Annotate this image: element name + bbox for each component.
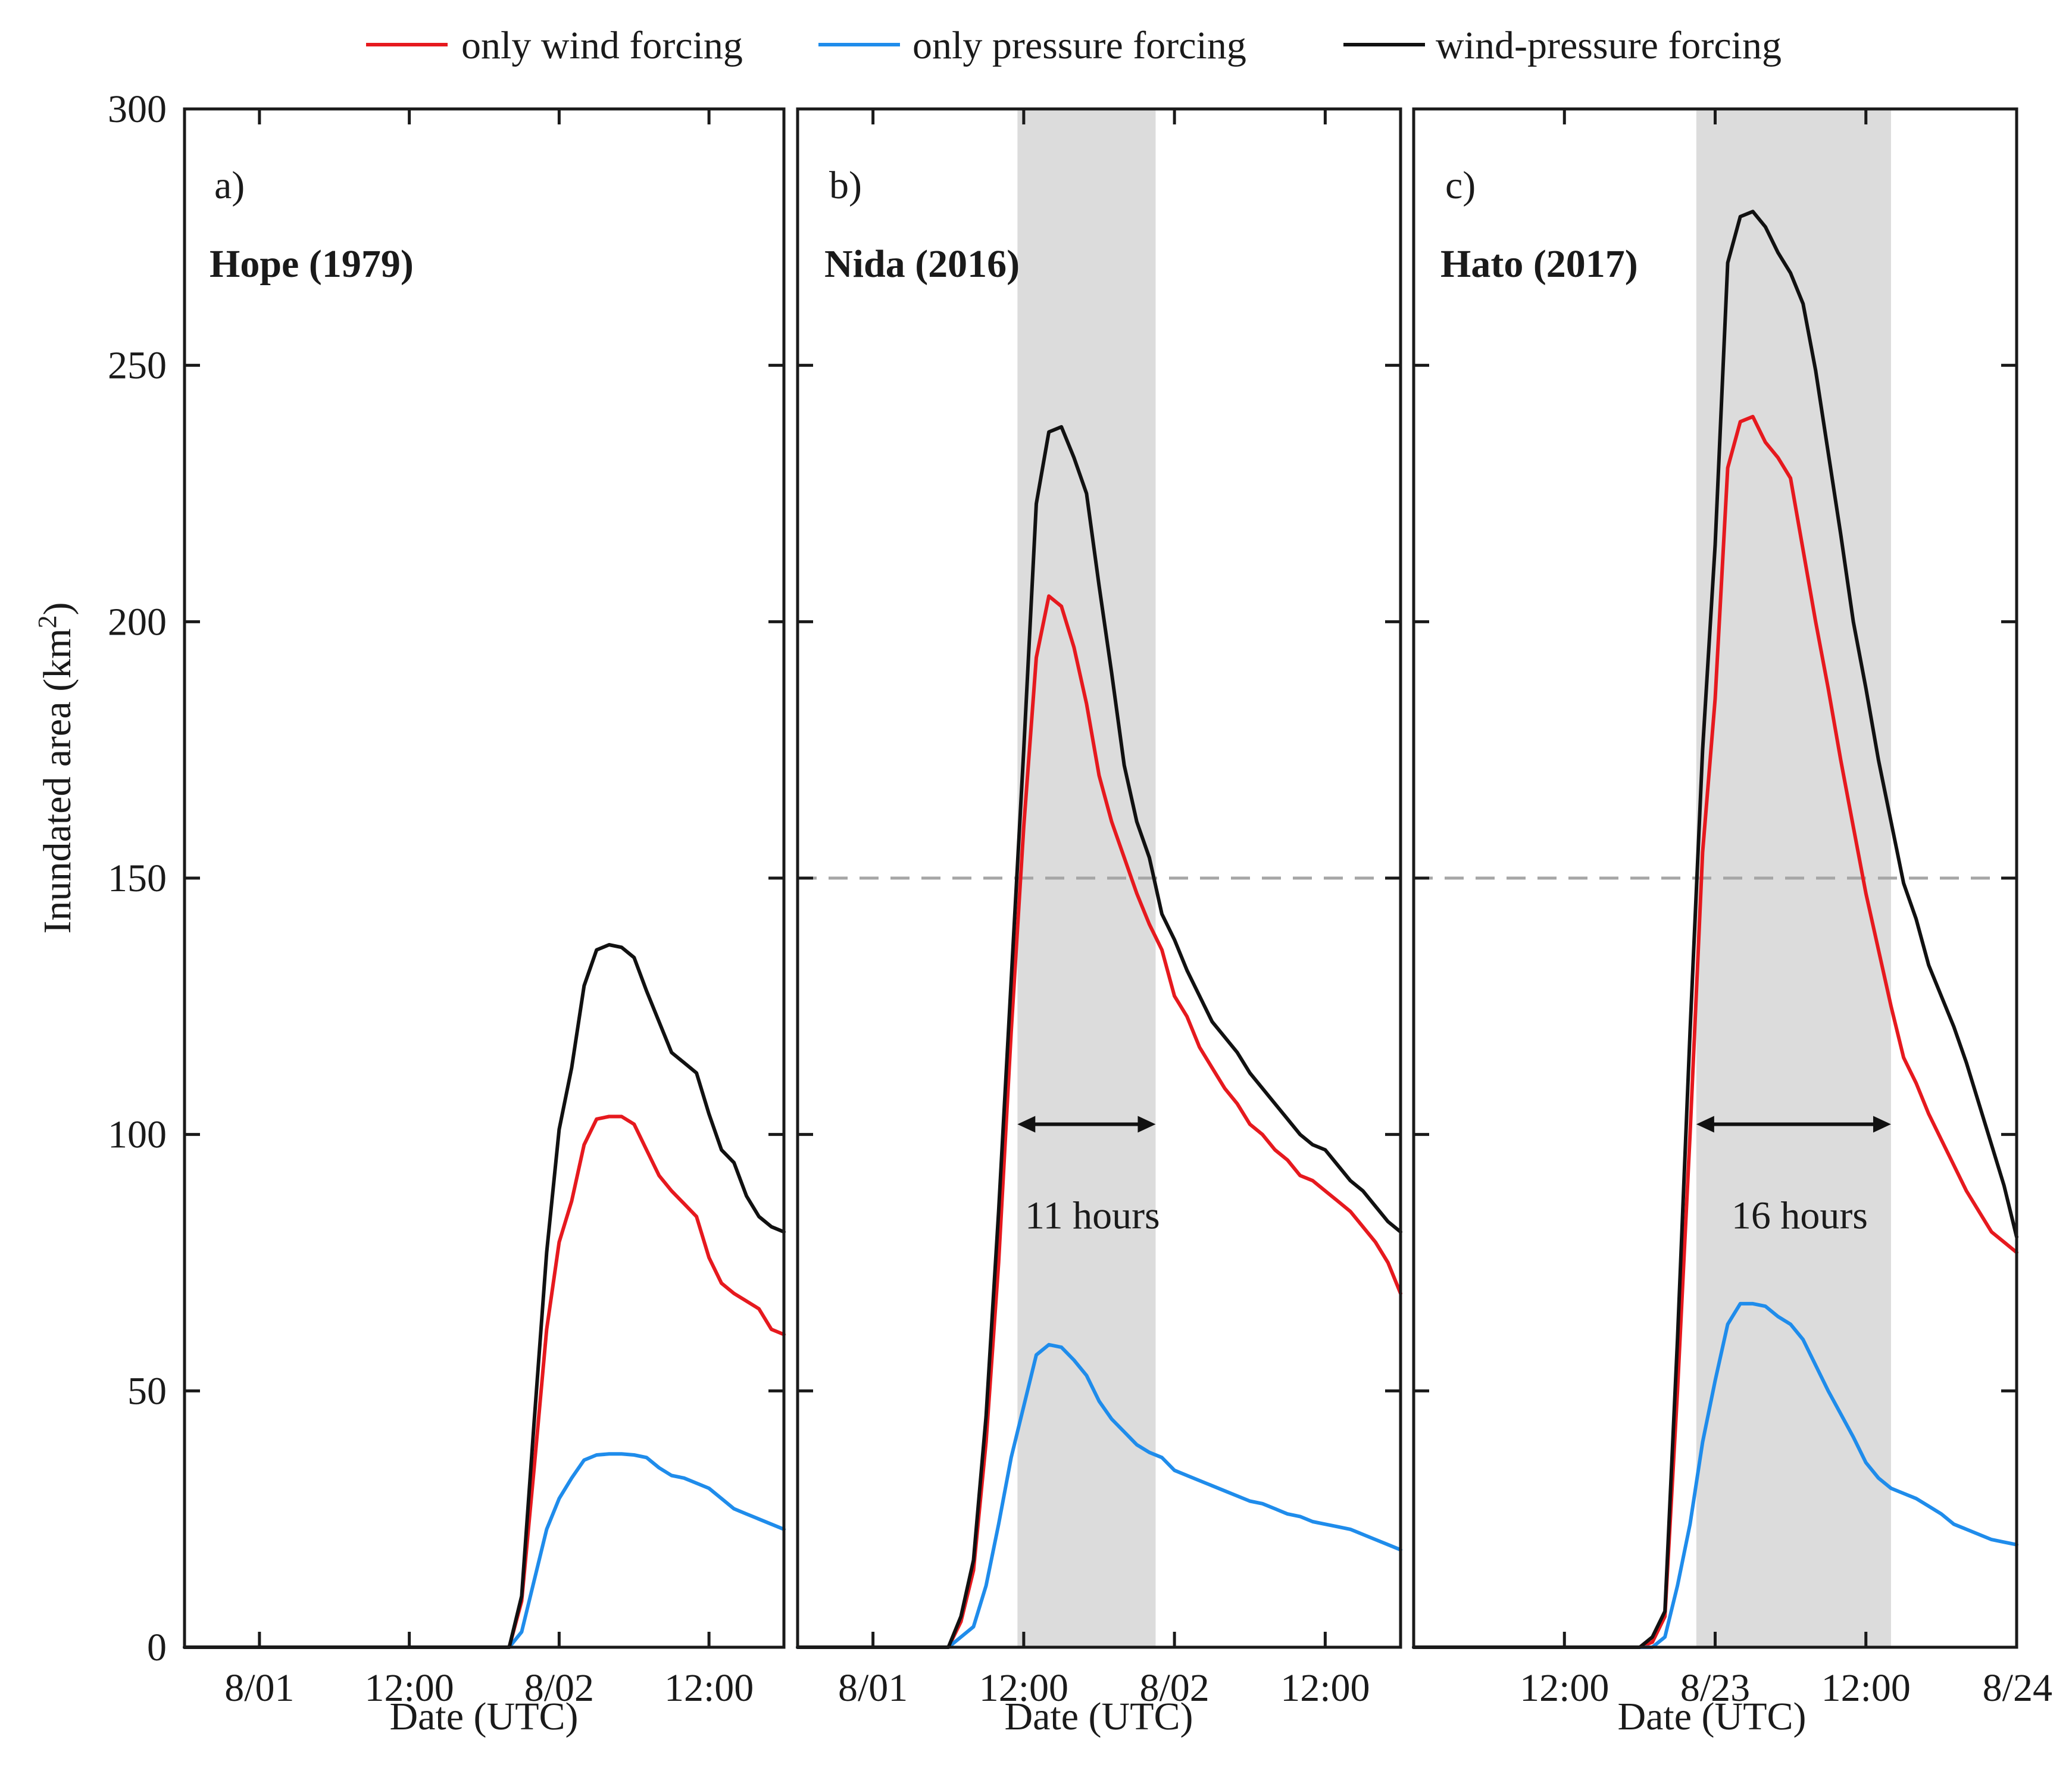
panel-b-x-tick-label: 8/01: [838, 1666, 908, 1710]
legend: only wind forcing only pressure forcing …: [366, 24, 1782, 67]
panel-b-series: [796, 425, 1402, 1649]
panel-b-x-axis-title: Date (UTC): [1004, 1695, 1193, 1738]
panel-b-line-wind: [796, 594, 1402, 1649]
panel-a-x-tick-label: 8/02: [524, 1666, 594, 1710]
panel-a-x-tick-label: 12:00: [364, 1666, 454, 1710]
legend-label-wind: only wind forcing: [461, 24, 743, 67]
panel-c-frame: [1412, 107, 2018, 1649]
panel-b-frame: [796, 107, 1402, 1649]
panel-a-x-ticks: 8/01 12:00 8/02 12:00: [224, 109, 754, 1710]
panel-c-duration-label: 16 hours: [1732, 1194, 1868, 1237]
panel-b: 8/01 12:00 8/02 12:00 11 hours b) Nida (201…: [796, 107, 1402, 1738]
y-axis-title: Inundated area (km2): [33, 602, 80, 933]
y-axis-title-main: Inundated area (km: [36, 628, 79, 933]
panel-a-y-ticks: 0 50 100 150 200 250 300: [108, 88, 784, 1669]
y-tick-label: 250: [108, 344, 167, 388]
panel-a-line-wind: [183, 1114, 786, 1649]
panel-a-series: [183, 943, 786, 1649]
panel-a-x-tick-label: 12:00: [664, 1666, 754, 1710]
panel-a: 0 50 100 150 200 250 300 8/01 12:00 8/02 12:00 a)…: [108, 88, 786, 1738]
panel-c-series: [1412, 210, 2018, 1649]
legend-label-combined: wind-pressure forcing: [1436, 24, 1782, 67]
panel-c-line-wind: [1412, 414, 2018, 1649]
panel-c-x-tick-label: 8/24: [1983, 1666, 2052, 1710]
panel-c-line-combined: [1412, 210, 2018, 1649]
panel-a-line-pressure: [183, 1452, 786, 1649]
panel-c-x-ticks: 12:00 8/23 12:00 8/24: [1520, 109, 2052, 1710]
panel-a-title: Hope (1979): [210, 242, 414, 286]
panel-b-duration-label: 11 hours: [1025, 1194, 1160, 1237]
y-tick-label: 300: [108, 88, 167, 131]
panel-c-line-pressure: [1412, 1301, 2018, 1649]
panel-c-letter: c): [1445, 164, 1476, 207]
panel-c-x-tick-label: 12:00: [1520, 1666, 1609, 1710]
panel-b-duration-arrow-head-right: [1137, 1116, 1156, 1133]
panel-b-x-tick-label: 12:00: [979, 1666, 1068, 1710]
panel-a-frame: [183, 107, 786, 1649]
panel-c-duration-arrow-head-left: [1696, 1116, 1714, 1133]
panel-b-line-pressure: [796, 1342, 1402, 1649]
panel-c-x-axis-title: Date (UTC): [1617, 1695, 1806, 1738]
y-axis-title-sup: 2: [33, 615, 62, 628]
y-tick-label: 0: [147, 1626, 167, 1669]
panel-b-x-tick-label: 8/02: [1139, 1666, 1209, 1710]
y-tick-label: 200: [108, 600, 167, 644]
legend-label-pressure: only pressure forcing: [912, 24, 1246, 67]
panel-a-x-tick-label: 8/01: [224, 1666, 294, 1710]
y-tick-label: 150: [108, 857, 167, 900]
y-axis-title-close: ): [36, 602, 79, 615]
panel-c-x-tick-label: 12:00: [1821, 1666, 1911, 1710]
panel-b-x-ticks: 8/01 12:00 8/02 12:00: [838, 109, 1370, 1710]
y-tick-label: 50: [127, 1369, 167, 1413]
panel-a-letter: a): [214, 164, 245, 207]
panel-a-x-axis-title: Date (UTC): [389, 1695, 578, 1738]
panel-b-title: Nida (2016): [824, 242, 1020, 286]
panel-b-duration-arrow-head-left: [1017, 1116, 1036, 1133]
panel-c-x-tick-label: 8/23: [1680, 1666, 1750, 1710]
panel-a-line-combined: [183, 943, 786, 1649]
panel-b-x-tick-label: 12:00: [1280, 1666, 1370, 1710]
panel-b-line-combined: [796, 425, 1402, 1649]
y-tick-label: 100: [108, 1113, 167, 1157]
panel-c: 12:00 8/23 12:00 8/24 16 hours c) Hato (201…: [1412, 107, 2052, 1738]
panel-b-letter: b): [829, 164, 862, 207]
panel-b-annotation: 11 hours: [1017, 1116, 1160, 1237]
panel-c-duration-arrow-head-right: [1873, 1116, 1891, 1133]
panel-c-title: Hato (2017): [1440, 242, 1638, 286]
panel-c-annotation: 16 hours: [1696, 1116, 1891, 1237]
